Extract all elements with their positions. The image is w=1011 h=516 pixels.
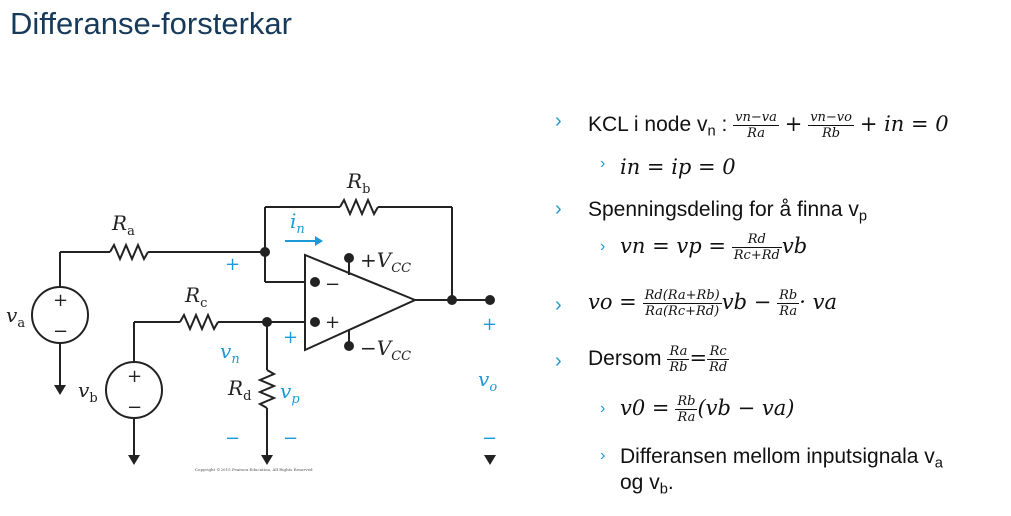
svg-text:vn: vn [220,339,240,367]
svg-text:vp: vp [280,379,300,407]
svg-text:+: + [225,254,240,275]
svg-text:+: + [283,327,298,348]
page-title: Differanse-forsterkar [10,6,292,41]
svg-text:−: − [127,397,142,418]
svg-text:−: − [325,274,340,295]
resistor-rc [179,312,219,332]
bullet-sub-vp: › vn = vp = Rd Rc+Rd vb [600,232,808,263]
svg-text:Rc: Rc [184,283,207,311]
ground-arrow [261,455,273,465]
ground-arrow [484,455,496,465]
bullet-sub-current: › in = ip = 0 [600,155,736,179]
svg-text:va: va [6,303,25,331]
bullet-dersom: › Dersom Ra Rb = Rc Rd [555,344,730,375]
opamp [304,253,418,352]
bullet-sub-diff: › Differansen mellom inputsignala va og … [600,445,943,498]
svg-text:+: + [325,312,340,333]
bullet-spenning: › Spenningsdeling for å finna vp [555,198,868,225]
svg-text:Ra: Ra [111,211,135,239]
svg-text:+: + [482,314,497,335]
svg-text:−VCC: −VCC [360,336,411,364]
svg-text:−: − [283,428,298,449]
svg-text:Rd: Rd [227,376,251,404]
resistor-rd [257,369,277,409]
svg-text:Copyright ©2015 Pearson Educat: Copyright ©2015 Pearson Education, All R… [195,467,313,472]
svg-text:vb: vb [78,378,98,406]
svg-text:−: − [53,321,68,342]
svg-text:vo: vo [478,367,497,395]
bullet-vo: › vo = Rd(Ra+Rb) Ra(Rc+Rd) vb − Rb Ra · va [555,288,837,319]
resistor-ra [109,242,149,262]
svg-text:+: + [127,366,142,387]
resistor-rb [339,197,379,217]
svg-text:−: − [225,428,240,449]
bullet-sub-v0: › v0 = Rb Ra (vb − va) [600,394,795,425]
svg-text:−: − [482,428,497,449]
ground-arrow [128,455,140,465]
svg-text:in: in [290,209,305,237]
svg-text:+: + [53,290,68,311]
svg-text:Rb: Rb [346,169,370,197]
bullet-kcl: › KCL i node vn : vn−va Ra + vn−vo Rb + in… [555,110,949,141]
svg-text:+VCC: +VCC [360,248,411,276]
difference-amplifier-circuit: Ra Rb Rc Rd in vn vp vo va vb + − + − − … [6,169,497,472]
ground-arrow [54,385,66,395]
